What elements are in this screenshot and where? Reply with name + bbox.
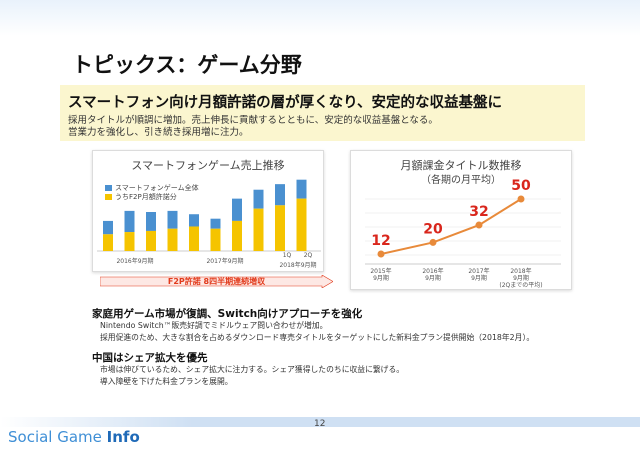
- legend-swatch-total: [105, 184, 112, 191]
- highlight-box: スマートフォン向け月額許諾の層が厚くなり、安定的な収益基盤に 採用タイトルが順調…: [60, 85, 585, 141]
- highlight-title: スマートフォン向け月額許諾の層が厚くなり、安定的な収益基盤に: [68, 95, 502, 111]
- bar-f2p: [232, 220, 242, 251]
- x-tick-label-line: 9月期: [373, 274, 389, 282]
- data-label: 12: [371, 233, 390, 249]
- sales-chart-card: スマートフォンゲーム売上推移 スマートフォンゲーム全体 うちF2P月額許諾分 2…: [92, 150, 324, 272]
- footer-line: [0, 417, 640, 427]
- x-tick-label-line: 2018年: [510, 267, 531, 275]
- x-tick-label-line: 2015年: [370, 267, 391, 275]
- bar-f2p: [210, 228, 221, 251]
- f2p-banner-arrow: [100, 275, 333, 288]
- x-tick-label-line: (2Qまでの平均): [499, 281, 542, 289]
- header-band: [0, 0, 640, 36]
- watermark-text-bold: Info: [106, 428, 140, 446]
- data-label: 20: [423, 221, 443, 237]
- sales-chart-title: スマートフォンゲーム売上推移: [131, 159, 285, 172]
- slide-title: トピックス：ゲーム分野: [72, 53, 302, 77]
- titles-chart-subtitle: （各期の月平均）: [421, 175, 501, 186]
- highlight-line-2: 営業力を強化し、引き続き採用増に注力。: [68, 127, 249, 138]
- legend-item-f2p: うちF2P月額許諾分: [105, 192, 199, 201]
- legend-label-f2p: うちF2P月額許諾分: [115, 192, 177, 201]
- data-point: [517, 195, 525, 203]
- bar-total: [232, 198, 242, 221]
- titles-chart-card: 月額課金タイトル数推移 （各期の月平均） 12 20 32 50 2015年 9月期 201…: [350, 150, 572, 290]
- sales-bar-chart: 2016年9月期 2017年9月期 1Q 2Q 2018年9月期: [97, 179, 321, 269]
- x-tick-label: 2015年 9月期: [370, 267, 391, 282]
- bar-total: [275, 184, 285, 206]
- section-china-line-1: 市場は伸びているため、シェア拡大に注力する。シェア獲得したのちに収益に繋げる。: [100, 365, 405, 374]
- data-point: [475, 221, 483, 229]
- titles-chart-title: 月額課金タイトル数推移: [400, 159, 522, 172]
- legend-item-total: スマートフォンゲーム全体: [105, 183, 199, 192]
- bar-f2p: [253, 208, 264, 251]
- x-tick-label-line: 2017年: [468, 267, 489, 275]
- bar-total: [189, 214, 199, 227]
- data-point: [377, 250, 385, 258]
- bar-total: [103, 220, 113, 235]
- page-number: 12: [314, 419, 326, 429]
- x-tick-label: 2Q: [304, 252, 313, 259]
- x-tick-label: 2016年9月期: [116, 257, 153, 265]
- x-tick-label-line: 9月期: [513, 274, 529, 282]
- watermark-logo: Social Game Info: [8, 428, 140, 446]
- legend-swatch-f2p: [105, 193, 112, 200]
- bar-f2p: [275, 205, 285, 251]
- legend-label-total: スマートフォンゲーム全体: [115, 183, 199, 192]
- bar-f2p: [296, 198, 307, 251]
- x-tick-label: 2018年9月期: [279, 261, 316, 269]
- section-china-line-2: 導入障壁を下げた料金プランを展開。: [100, 377, 233, 386]
- sales-chart-legend: スマートフォンゲーム全体 うちF2P月額許諾分: [105, 183, 199, 201]
- bar-f2p: [167, 228, 178, 251]
- highlight-line-1: 採用タイトルが順調に増加。売上伸長に貢献するとともに、安定的な収益基盤となる。: [68, 115, 438, 126]
- x-tick-label-line: 9月期: [425, 274, 441, 282]
- x-tick-label: 1Q: [283, 252, 292, 259]
- bar-f2p: [103, 234, 113, 251]
- section-console-line-2: 採用促進のため、大きな割合を占めるダウンロード専売タイトルをターゲットにした新料…: [100, 333, 535, 342]
- bar-total: [210, 218, 221, 229]
- x-tick-label: 2017年9月期: [206, 257, 243, 265]
- series-line: [380, 198, 522, 255]
- x-tick-label-line: 9月期: [471, 274, 487, 282]
- bar-f2p: [146, 230, 156, 251]
- data-label: 50: [511, 178, 531, 194]
- watermark-text: Social Game: [8, 428, 107, 446]
- section-console-line-1: Nintendo Switch™販売好調でミドルウェア問い合わせが増加。: [100, 321, 328, 330]
- bar-total: [146, 212, 156, 231]
- bar-f2p: [124, 232, 135, 251]
- data-point: [429, 238, 437, 246]
- section-china-title: 中国はシェア拡大を優先: [92, 352, 208, 364]
- data-label: 32: [469, 204, 488, 220]
- bar-total: [167, 210, 178, 229]
- bar-total: [296, 179, 307, 199]
- f2p-banner-text: F2P許諾 8四半期連続増収: [167, 277, 266, 286]
- bar-total: [124, 210, 135, 233]
- section-console-title: 家庭用ゲーム市場が復調、Switch向けアプローチを強化: [92, 308, 363, 320]
- bar-f2p: [189, 226, 199, 251]
- x-tick-label: 2018年 9月期(2Qまでの平均): [499, 267, 542, 289]
- bar-total: [253, 189, 264, 209]
- x-tick-label-line: 2016年: [422, 267, 443, 275]
